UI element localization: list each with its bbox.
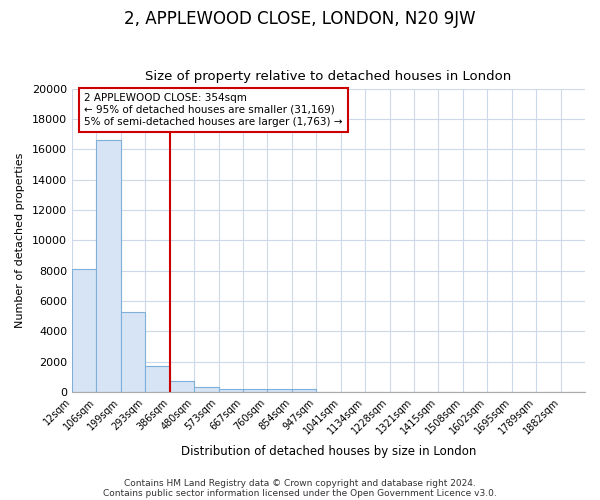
Bar (292, 390, 316, 392)
Text: Contains HM Land Registry data © Crown copyright and database right 2024.: Contains HM Land Registry data © Crown c… (124, 478, 476, 488)
Text: 2, APPLEWOOD CLOSE, LONDON, N20 9JW: 2, APPLEWOOD CLOSE, LONDON, N20 9JW (124, 10, 476, 28)
Bar (145, 366, 170, 392)
Bar (218, 388, 243, 392)
Bar (170, 382, 194, 392)
Bar (243, 389, 268, 392)
Y-axis label: Number of detached properties: Number of detached properties (15, 153, 25, 328)
Bar (72, 270, 97, 392)
X-axis label: Distribution of detached houses by size in London: Distribution of detached houses by size … (181, 444, 476, 458)
Bar (121, 312, 145, 392)
Bar (268, 389, 292, 392)
Bar (97, 140, 121, 392)
Text: 2 APPLEWOOD CLOSE: 354sqm
← 95% of detached houses are smaller (31,169)
5% of se: 2 APPLEWOOD CLOSE: 354sqm ← 95% of detac… (84, 94, 343, 126)
Bar (194, 387, 218, 392)
Text: Contains public sector information licensed under the Open Government Licence v3: Contains public sector information licen… (103, 488, 497, 498)
Title: Size of property relative to detached houses in London: Size of property relative to detached ho… (145, 70, 512, 84)
